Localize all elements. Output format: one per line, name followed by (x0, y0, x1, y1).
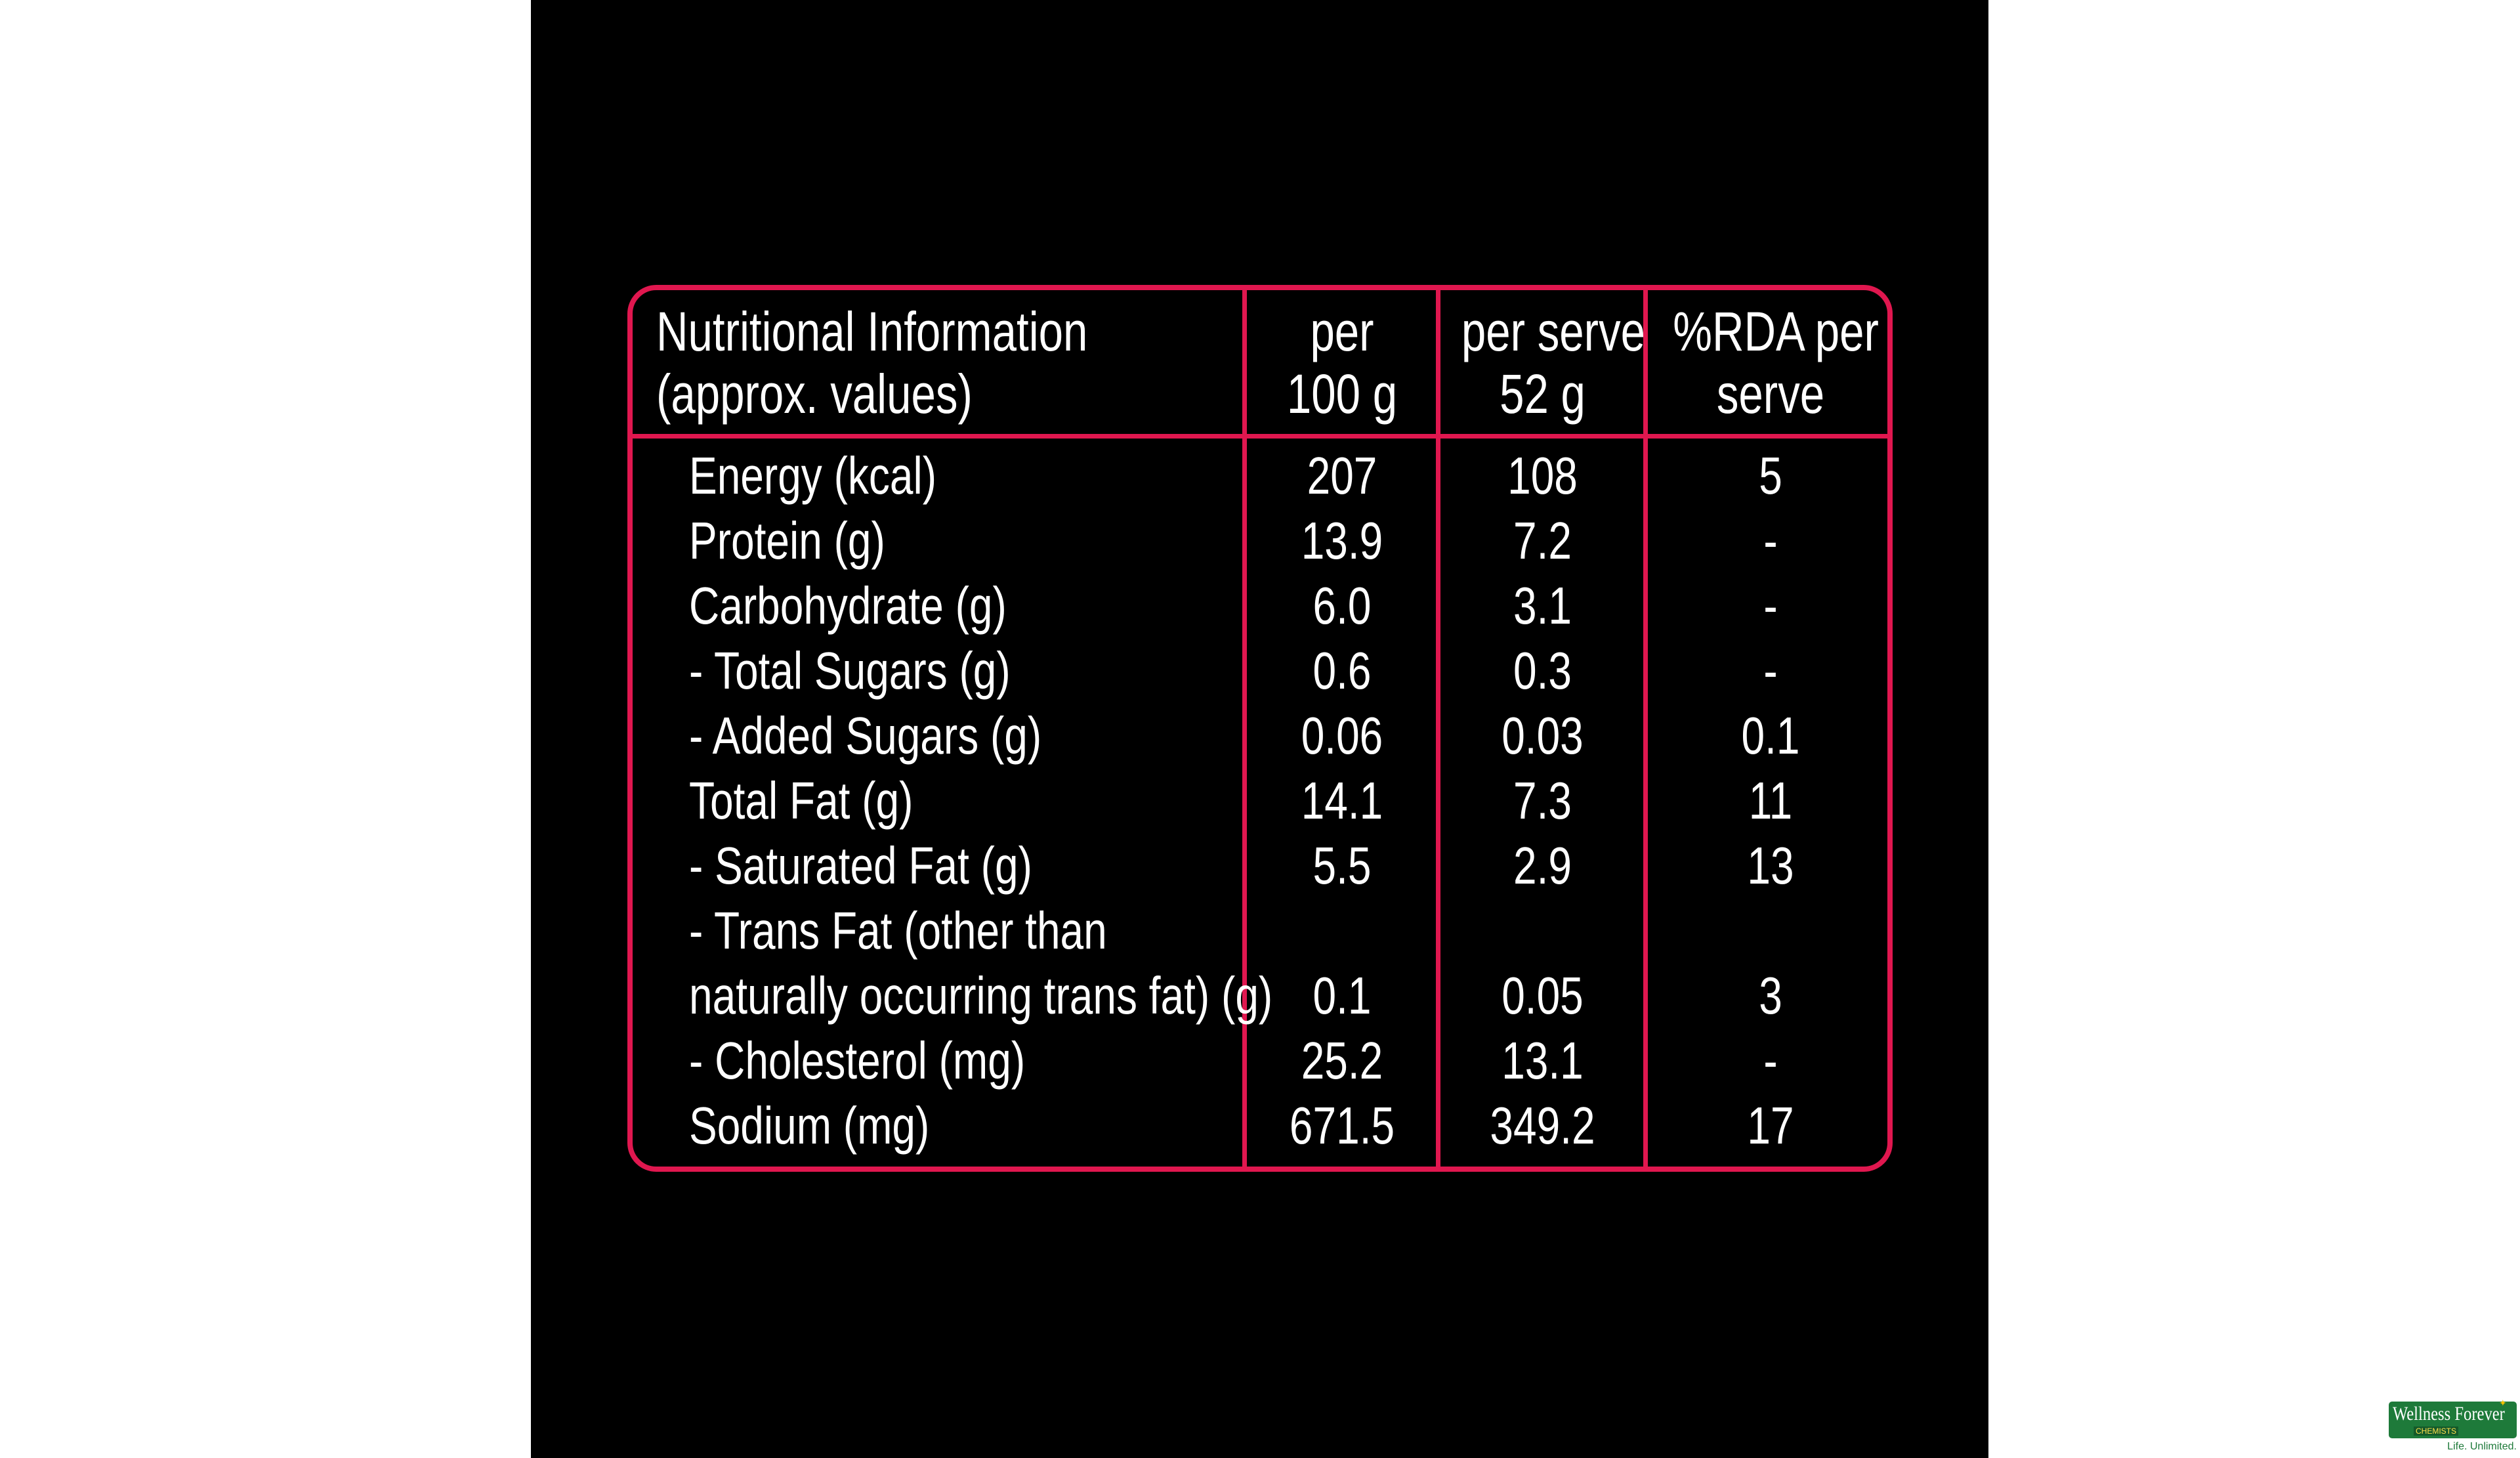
logo-sparkle-icon: ✦ (2499, 1398, 2507, 1408)
nutrient-label: Sodium (mg) (689, 1096, 930, 1155)
header-rda-per-serve: %RDA per serve (1673, 301, 1879, 425)
table-row: naturally occurring trans fat) (g) 0.1 0… (633, 963, 1887, 1028)
value-per-serve: 7.2 (1513, 511, 1572, 570)
value-per-serve: 0.05 (1502, 966, 1584, 1025)
table-row: - Cholesterol (mg) 25.2 13.1 - (633, 1028, 1887, 1093)
nutrient-label: Total Fat (g) (689, 771, 914, 830)
value-rda: 13 (1747, 836, 1794, 895)
nutrient-label: - Added Sugars (g) (689, 706, 1042, 765)
value-per-100g: 5.5 (1312, 836, 1372, 895)
header-line: 100 g (1286, 363, 1398, 425)
value-per-100g: 13.9 (1301, 511, 1383, 570)
logo-subtitle: CHEMISTS (2414, 1426, 2459, 1436)
header-per-100g: per 100 g (1267, 301, 1418, 425)
value-per-serve: 108 (1507, 446, 1578, 505)
header-line: 52 g (1500, 363, 1586, 425)
value-per-serve: 349.2 (1490, 1096, 1595, 1155)
value-per-serve: 0.3 (1513, 641, 1572, 700)
table-row: Protein (g) 13.9 7.2 - (633, 508, 1887, 573)
column-divider (1643, 290, 1648, 1167)
value-per-100g: 6.0 (1312, 576, 1372, 635)
product-image-panel (531, 0, 1988, 1458)
value-rda: - (1763, 576, 1778, 635)
value-per-100g: 0.06 (1301, 706, 1383, 765)
nutrient-label: Carbohydrate (g) (689, 576, 1007, 635)
table-row: - Total Sugars (g) 0.6 0.3 - (633, 638, 1887, 703)
value-rda: 3 (1759, 966, 1782, 1025)
value-rda: 11 (1748, 771, 1793, 830)
logo-badge: Wellness Forever CHEMISTS (2389, 1402, 2517, 1438)
table-row: - Trans Fat (other than (633, 898, 1887, 963)
header-nutritional-information: Nutritional Information (approx. values) (656, 301, 1087, 425)
nutrient-label: - Cholesterol (mg) (689, 1031, 1026, 1090)
table-row: Carbohydrate (g) 6.0 3.1 - (633, 573, 1887, 638)
column-divider (1436, 290, 1440, 1167)
header-per-serve: per serve 52 g (1461, 301, 1646, 425)
column-divider (1242, 290, 1247, 1167)
value-per-100g: 0.1 (1312, 966, 1372, 1025)
header-title-line: Nutritional Information (656, 301, 1088, 362)
value-per-serve: 0.03 (1502, 706, 1584, 765)
value-rda: - (1763, 1031, 1778, 1090)
value-rda: 5 (1759, 446, 1782, 505)
nutrient-label: - Total Sugars (g) (689, 641, 1011, 700)
value-rda: - (1763, 641, 1778, 700)
value-per-100g: 671.5 (1289, 1096, 1395, 1155)
nutrient-label: - Saturated Fat (g) (689, 836, 1032, 895)
value-per-serve: 7.3 (1513, 771, 1572, 830)
header-line: %RDA per (1673, 301, 1879, 362)
value-per-serve: 2.9 (1513, 836, 1572, 895)
header-line: per (1310, 301, 1374, 362)
nutrient-label: naturally occurring trans fat) (g) (689, 966, 1273, 1025)
table-row: Energy (kcal) 207 108 5 (633, 443, 1887, 508)
nutrition-table: Nutritional Information (approx. values)… (627, 285, 1893, 1172)
table-row: - Saturated Fat (g) 5.5 2.9 13 (633, 833, 1887, 898)
header-divider (633, 434, 1887, 439)
logo-tagline: Life. Unlimited. (2447, 1441, 2517, 1452)
value-per-100g: 25.2 (1301, 1031, 1383, 1090)
wellness-forever-watermark: Wellness Forever CHEMISTS ✦ Life. Unlimi… (2389, 1398, 2517, 1455)
header-line: per serve (1461, 301, 1646, 362)
table-row: - Added Sugars (g) 0.06 0.03 0.1 (633, 703, 1887, 768)
value-rda: 17 (1747, 1096, 1794, 1155)
header-line: serve (1716, 363, 1825, 425)
value-per-100g: 207 (1307, 446, 1377, 505)
value-per-100g: 14.1 (1301, 771, 1383, 830)
value-rda: - (1763, 511, 1778, 570)
table-row: Sodium (mg) 671.5 349.2 17 (633, 1093, 1887, 1158)
nutrient-label: Energy (kcal) (689, 446, 936, 505)
nutrient-label: - Trans Fat (other than (689, 901, 1107, 960)
value-per-100g: 0.6 (1312, 641, 1372, 700)
value-per-serve: 13.1 (1502, 1031, 1584, 1090)
table-row: Total Fat (g) 14.1 7.3 11 (633, 768, 1887, 833)
nutrient-label: Protein (g) (689, 511, 885, 570)
header-subtitle-line: (approx. values) (656, 363, 973, 425)
value-per-serve: 3.1 (1513, 576, 1572, 635)
logo-name: Wellness Forever (2393, 1403, 2505, 1425)
value-rda: 0.1 (1741, 706, 1800, 765)
